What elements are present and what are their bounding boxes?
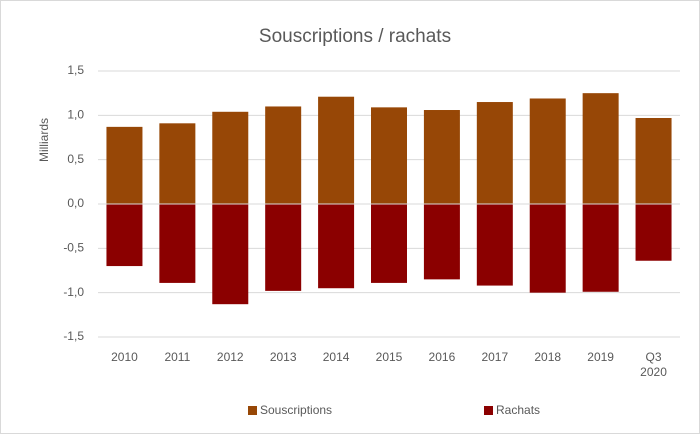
y-tick-label: -1,0 [63,285,84,299]
x-tick-label: 2012 [216,350,244,364]
y-tick-label: 1,0 [67,108,84,122]
bar [423,110,460,204]
bar [371,107,407,204]
y-axis-label: Milliards [37,118,51,162]
bar [635,204,672,261]
bar [159,204,196,283]
x-tick-label: 2011 [164,350,191,364]
bar [582,93,619,204]
x-tick-label: 2019 [587,350,614,364]
bar [371,204,407,283]
bar [635,117,672,204]
bar [582,204,619,292]
x-tick-label: 2017 [481,350,509,364]
legend-label: Souscriptions [260,403,332,417]
x-tick-label: 2014 [322,350,350,364]
bar [318,204,355,289]
y-tick-label: -1,5 [63,329,84,343]
x-tick-label: 2015 [375,350,403,364]
x-tick-label: 2013 [269,350,297,364]
bar [529,204,566,293]
bar [159,123,196,204]
x-tick-label: Q3 2020 [640,350,667,379]
y-tick-label: -0,5 [63,241,84,255]
legend-swatch [484,406,493,415]
bar [212,111,249,204]
legend-swatch [248,406,257,415]
x-tick-label: 2010 [111,350,138,364]
bar [476,204,513,286]
y-tick-label: 0,5 [67,152,84,166]
bar [529,98,566,204]
legend-label: Rachats [496,403,540,417]
y-tick-label: 1,5 [67,63,84,77]
bar [476,102,513,204]
x-tick-label: 2018 [534,350,562,364]
chart-title: Souscriptions / rachats [259,26,451,47]
bar [106,204,143,267]
bar [423,204,460,280]
x-tick-label: 2016 [428,350,456,364]
bar [265,204,302,291]
bar [318,96,355,204]
y-tick-label: 0,0 [67,196,84,210]
bar [212,204,249,305]
bar [265,106,302,204]
bar [106,126,143,204]
